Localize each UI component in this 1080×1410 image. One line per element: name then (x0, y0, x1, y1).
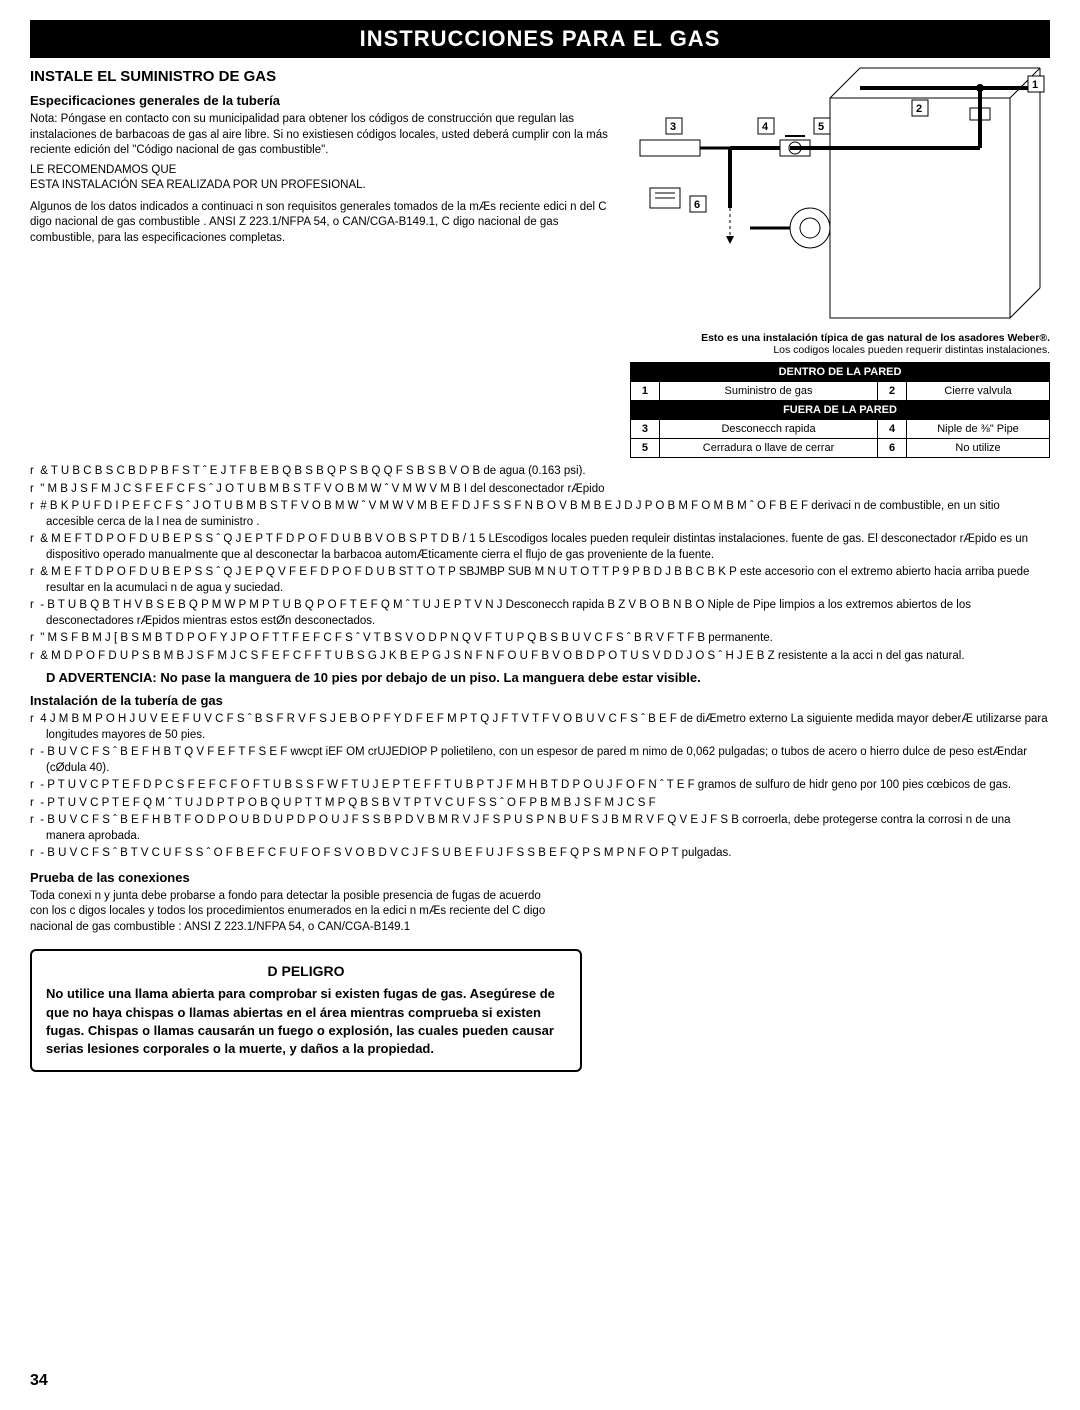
gas-diagram: 1 2 3 4 5 6 (630, 58, 1050, 328)
bullets-1: & T U B C B S C B D P B F S T ˆ E J T F … (30, 464, 1050, 664)
svg-text:5: 5 (818, 121, 824, 133)
page-header: INSTRUCCIONES PARA EL GAS (30, 20, 1050, 58)
diagram-caption1: Esto es una instalación típica de gas na… (630, 332, 1050, 344)
svg-text:6: 6 (694, 199, 700, 211)
svg-text:3: 3 (670, 121, 676, 133)
install-title: Instalación de la tubería de gas (30, 693, 1050, 708)
warning-text: D ADVERTENCIA: No pase la manguera de 10… (46, 670, 1050, 685)
spec-title: Especificaciones generales de la tubería (30, 93, 610, 108)
test-title: Prueba de las conexiones (30, 870, 1050, 885)
danger-box: D PELIGRO No utilice una llama abierta p… (30, 949, 582, 1072)
diagram-caption2: Los codigos locales pueden requerir dist… (630, 344, 1050, 356)
test-body: Toda conexi n y junta debe probarse a fo… (30, 889, 550, 936)
page-number: 34 (30, 1372, 1050, 1390)
spec-rec2: ESTA INSTALACIÓN SEA REALIZADA POR UN PR… (30, 178, 610, 194)
svg-text:4: 4 (762, 121, 769, 133)
spec-note: Nota: Póngase en contacto con su municip… (30, 112, 610, 159)
spec-rec1: LE RECOMENDAMOS QUE (30, 163, 610, 179)
svg-text:2: 2 (916, 103, 922, 115)
bullets-2: 4 J M B M P O H J U V E E F U V C F S ˆ … (30, 712, 1050, 862)
svg-text:1: 1 (1032, 79, 1038, 91)
spec-intro: Algunos de los datos indicados a continu… (30, 200, 610, 247)
legend-table: DENTRO DE LA PARED 1Suministro de gas 2C… (630, 362, 1050, 458)
section-title: INSTALE EL SUMINISTRO DE GAS (30, 68, 610, 85)
